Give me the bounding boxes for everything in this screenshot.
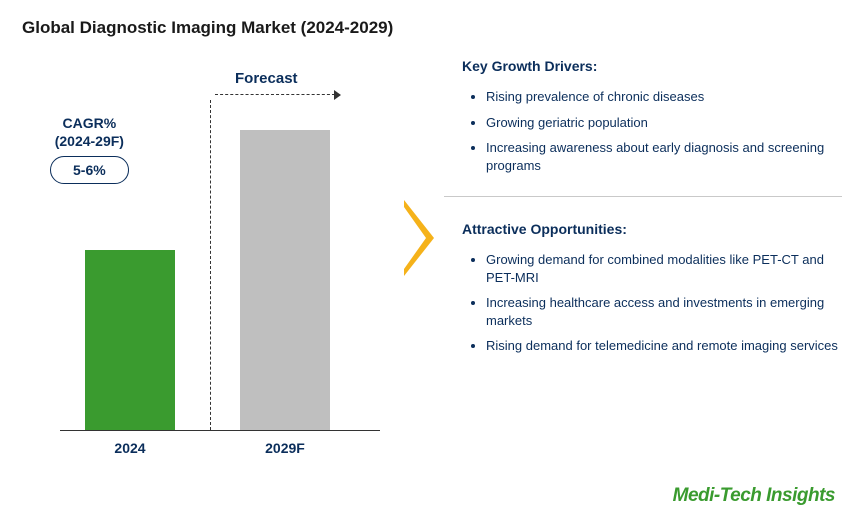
cagr-callout: CAGR% (2024-29F) 5-6% [50, 115, 129, 184]
brand-logo: Medi-Tech Insights [673, 485, 835, 507]
cagr-label: CAGR% (2024-29F) [50, 115, 129, 150]
list-item: Increasing healthcare access and investm… [486, 294, 842, 329]
chart-container: CAGR% (2024-29F) 5-6% Forecast 2024 2029… [30, 70, 400, 470]
list-item: Rising prevalence of chronic diseases [486, 88, 842, 106]
list-item: Increasing awareness about early diagnos… [486, 139, 842, 174]
list-item: Growing geriatric population [486, 114, 842, 132]
forecast-divider [210, 100, 211, 430]
drivers-list: Rising prevalence of chronic diseases Gr… [462, 88, 842, 174]
drivers-heading: Key Growth Drivers: [462, 58, 842, 74]
cagr-label-line1: CAGR% [63, 115, 117, 131]
opportunities-list: Growing demand for combined modalities l… [462, 251, 842, 355]
forecast-arrow-icon [215, 94, 335, 95]
bar-label-2029f: 2029F [240, 440, 330, 456]
list-item: Rising demand for telemedicine and remot… [486, 337, 842, 355]
forecast-label: Forecast [235, 70, 298, 87]
transition-arrow-inner [404, 207, 426, 269]
opportunities-heading: Attractive Opportunities: [462, 221, 842, 237]
list-item: Growing demand for combined modalities l… [486, 251, 842, 286]
bar-2024 [85, 250, 175, 430]
cagr-label-line2: (2024-29F) [55, 133, 124, 149]
section-divider [444, 196, 842, 197]
bar-2029f [240, 130, 330, 430]
page-title: Global Diagnostic Imaging Market (2024-2… [22, 18, 393, 38]
chart-baseline [60, 430, 380, 431]
cagr-value-pill: 5-6% [50, 156, 129, 184]
right-panel: Key Growth Drivers: Rising prevalence of… [462, 58, 842, 365]
bar-label-2024: 2024 [85, 440, 175, 456]
